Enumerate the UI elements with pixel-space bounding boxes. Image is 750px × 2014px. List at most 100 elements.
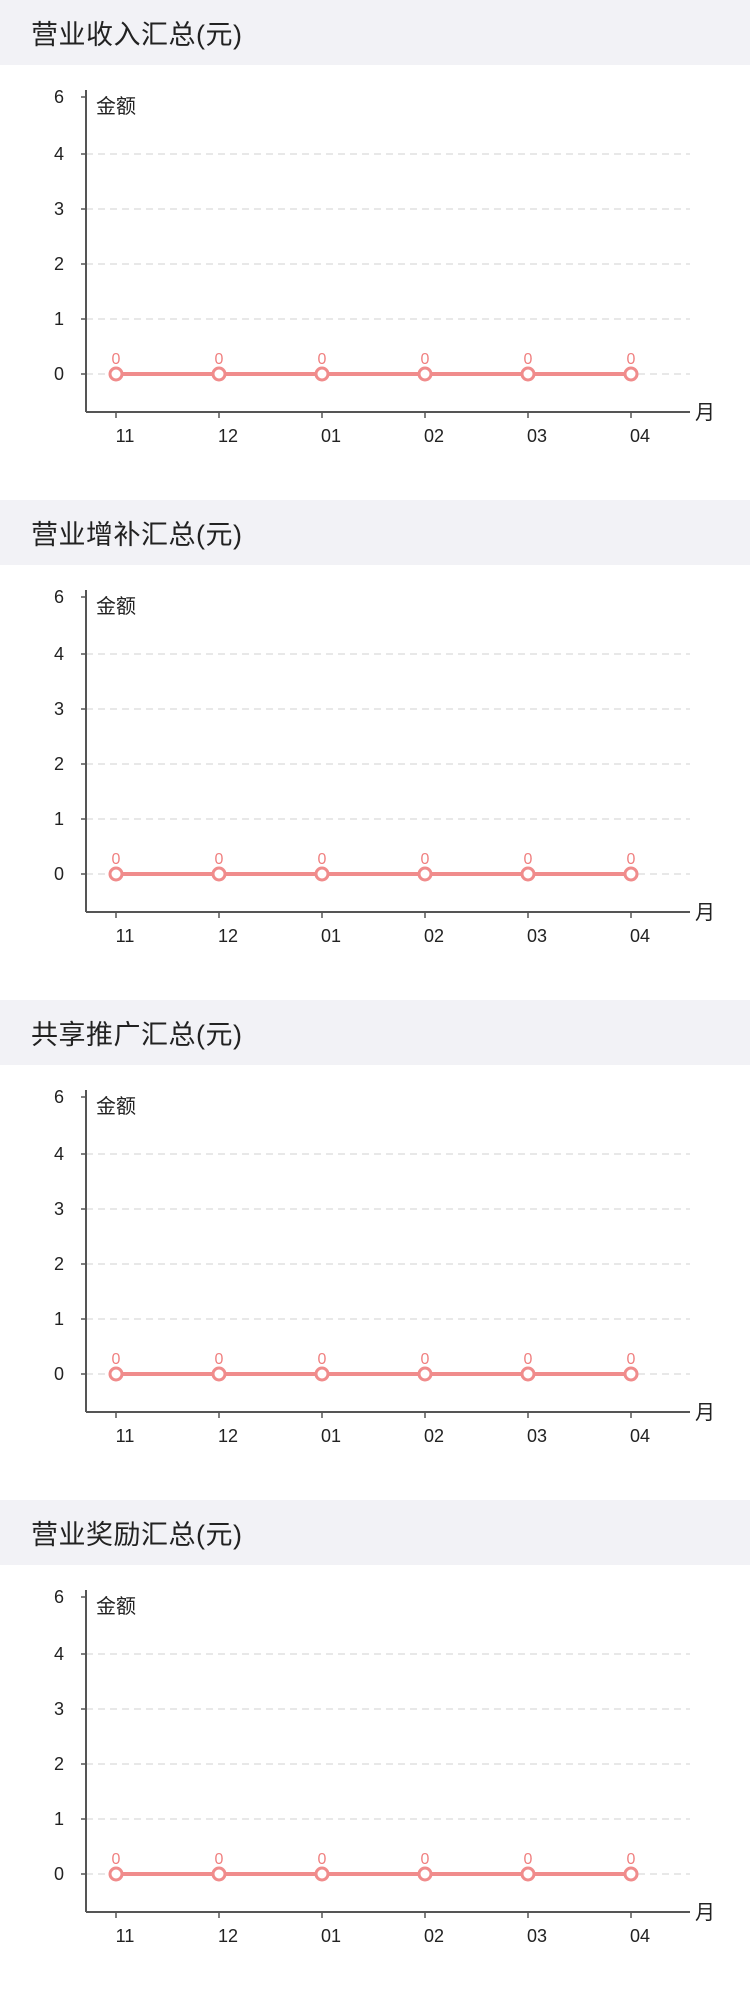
y-tick-label: 3 xyxy=(54,1199,64,1219)
x-axis-label: 月 xyxy=(695,402,715,424)
x-tick-label: 01 xyxy=(321,1926,341,1946)
data-point xyxy=(520,866,536,882)
y-tick-label: 1 xyxy=(54,1809,64,1829)
data-label: 0 xyxy=(421,351,430,368)
data-label: 0 xyxy=(421,1851,430,1868)
data-point xyxy=(520,366,536,382)
data-label: 0 xyxy=(524,351,533,368)
chart-body: 0 1 2 3 4 6 金额月 11 12 01 02 03 04 0 0 0 0 0 0 xyxy=(0,565,750,1000)
data-point xyxy=(520,1866,536,1882)
data-point xyxy=(108,1366,124,1382)
data-point xyxy=(211,366,227,382)
data-label: 0 xyxy=(318,351,327,368)
y-tick-label: 2 xyxy=(54,1754,64,1774)
y-tick-label: 2 xyxy=(54,754,64,774)
x-tick-label: 04 xyxy=(630,926,650,946)
data-label: 0 xyxy=(627,1351,636,1368)
y-tick-label: 4 xyxy=(54,144,64,164)
x-tick-label: 11 xyxy=(116,1426,135,1446)
data-point xyxy=(211,1866,227,1882)
data-label: 0 xyxy=(112,1351,121,1368)
y-tick-label: 0 xyxy=(54,364,64,384)
data-point xyxy=(211,866,227,882)
x-tick-label: 03 xyxy=(527,926,547,946)
data-point xyxy=(108,866,124,882)
chart-body: 0 1 2 3 4 6 金额月 11 12 01 02 03 04 0 0 0 0 0 0 xyxy=(0,65,750,500)
data-point xyxy=(417,366,433,382)
x-tick-label: 12 xyxy=(218,1926,238,1946)
data-label: 0 xyxy=(215,351,224,368)
y-axis-label: 金额 xyxy=(96,1095,136,1118)
data-label: 0 xyxy=(318,851,327,868)
data-label: 0 xyxy=(318,1351,327,1368)
y-tick-label: 1 xyxy=(54,309,64,329)
y-axis-label: 金额 xyxy=(96,95,136,118)
y-tick-label: 3 xyxy=(54,1699,64,1719)
x-axis-label: 月 xyxy=(695,1902,715,1924)
data-label: 0 xyxy=(524,851,533,868)
data-label: 0 xyxy=(112,351,121,368)
data-label: 0 xyxy=(627,1851,636,1868)
y-tick-label: 1 xyxy=(54,809,64,829)
chart-section-3: 共享推广汇总(元) 0 1 2 3 4 6 金额月 11 12 01 02 03 04 0 0 0 0 0 0 xyxy=(0,1000,750,1500)
data-point xyxy=(314,1366,330,1382)
y-tick-label: 4 xyxy=(54,1644,64,1664)
y-tick-label: 0 xyxy=(54,864,64,884)
data-label: 0 xyxy=(524,1851,533,1868)
x-tick-label: 11 xyxy=(116,1926,135,1946)
x-tick-label: 11 xyxy=(116,426,135,446)
chart-section-2: 营业增补汇总(元) 0 1 2 3 4 6 金额月 11 12 01 02 03 04 0 0 0 0 0 0 xyxy=(0,500,750,1000)
data-label: 0 xyxy=(627,351,636,368)
y-tick-label: 6 xyxy=(54,1587,64,1607)
section-header: 共享推广汇总(元) xyxy=(0,1000,750,1065)
section-header: 营业收入汇总(元) xyxy=(0,0,750,65)
section-header: 营业奖励汇总(元) xyxy=(0,1500,750,1565)
x-tick-label: 02 xyxy=(424,426,444,446)
data-point xyxy=(314,366,330,382)
y-axis-label: 金额 xyxy=(96,595,136,618)
y-tick-label: 6 xyxy=(54,587,64,607)
data-label: 0 xyxy=(318,1851,327,1868)
data-point xyxy=(211,1366,227,1382)
data-point xyxy=(623,366,639,382)
data-label: 0 xyxy=(215,1851,224,1868)
x-tick-label: 02 xyxy=(424,926,444,946)
data-label: 0 xyxy=(215,1351,224,1368)
data-point xyxy=(108,366,124,382)
data-label: 0 xyxy=(215,851,224,868)
x-tick-label: 03 xyxy=(527,1926,547,1946)
x-tick-label: 01 xyxy=(321,426,341,446)
data-label: 0 xyxy=(524,1351,533,1368)
data-point xyxy=(314,1866,330,1882)
data-point xyxy=(417,1866,433,1882)
x-tick-label: 01 xyxy=(321,1426,341,1446)
x-tick-label: 04 xyxy=(630,1426,650,1446)
chart-title: 营业增补汇总(元) xyxy=(31,520,243,550)
x-tick-label: 02 xyxy=(424,1926,444,1946)
data-point xyxy=(108,1866,124,1882)
y-tick-label: 0 xyxy=(54,1864,64,1884)
data-label: 0 xyxy=(421,851,430,868)
chart-section-4: 营业奖励汇总(元) 0 1 2 3 4 6 金额月 11 12 01 02 03 04 0 0 0 0 0 0 xyxy=(0,1500,750,2000)
y-tick-label: 4 xyxy=(54,644,64,664)
data-label: 0 xyxy=(421,1351,430,1368)
y-tick-label: 0 xyxy=(54,1364,64,1384)
x-tick-label: 04 xyxy=(630,426,650,446)
x-tick-label: 03 xyxy=(527,426,547,446)
data-point xyxy=(623,866,639,882)
x-tick-label: 12 xyxy=(218,1426,238,1446)
y-tick-label: 2 xyxy=(54,254,64,274)
data-label: 0 xyxy=(112,851,121,868)
x-axis-label: 月 xyxy=(695,1402,715,1424)
data-point xyxy=(417,1366,433,1382)
y-tick-label: 2 xyxy=(54,1254,64,1274)
chart-title: 营业收入汇总(元) xyxy=(31,20,243,50)
section-header: 营业增补汇总(元) xyxy=(0,500,750,565)
chart-section-1: 营业收入汇总(元) 0 1 2 3 4 6 金额月 11 12 01 02 03 04 0 0 0 0 0 0 xyxy=(0,0,750,500)
data-point xyxy=(314,866,330,882)
chart-body: 0 1 2 3 4 6 金额月 11 12 01 02 03 04 0 0 0 0 0 0 xyxy=(0,1565,750,2000)
